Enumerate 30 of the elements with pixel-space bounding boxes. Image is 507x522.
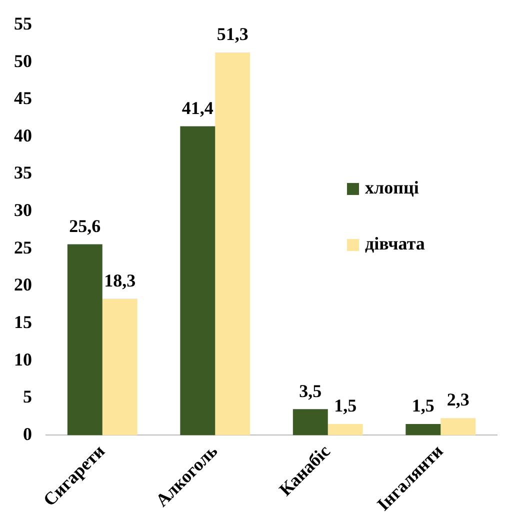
y-tick-label: 0 [23,424,32,444]
data-label: 1,5 [412,396,434,416]
bar [102,298,138,436]
y-tick-label: 35 [14,162,32,183]
y-tick-label: 20 [14,274,32,295]
data-label: 25,6 [69,216,101,236]
y-tick-label: 10 [14,349,32,370]
bar [215,52,250,436]
y-tick-label: 5 [23,386,32,407]
legend-label: хлопці [365,178,419,198]
y-tick-label: 30 [14,200,32,220]
y-tick-label: 45 [14,88,32,108]
bar [180,126,216,436]
data-label: 3,5 [299,380,322,401]
y-tick-label: 15 [14,312,32,332]
bar [406,424,441,436]
y-tick-label: 55 [14,13,32,34]
y-tick-label: 40 [14,125,32,146]
bar [67,244,102,436]
legend-label: дівчата [365,234,425,254]
data-label: 41,4 [182,98,214,118]
data-label: 18,3 [104,270,136,290]
bar [328,424,363,436]
data-label: 2,3 [446,390,470,410]
bar [292,409,328,436]
data-label: 51,3 [216,24,248,44]
y-tick-label: 50 [14,50,32,71]
data-label: 1,5 [334,396,357,416]
y-tick-label: 25 [14,237,32,258]
bar [440,418,476,436]
